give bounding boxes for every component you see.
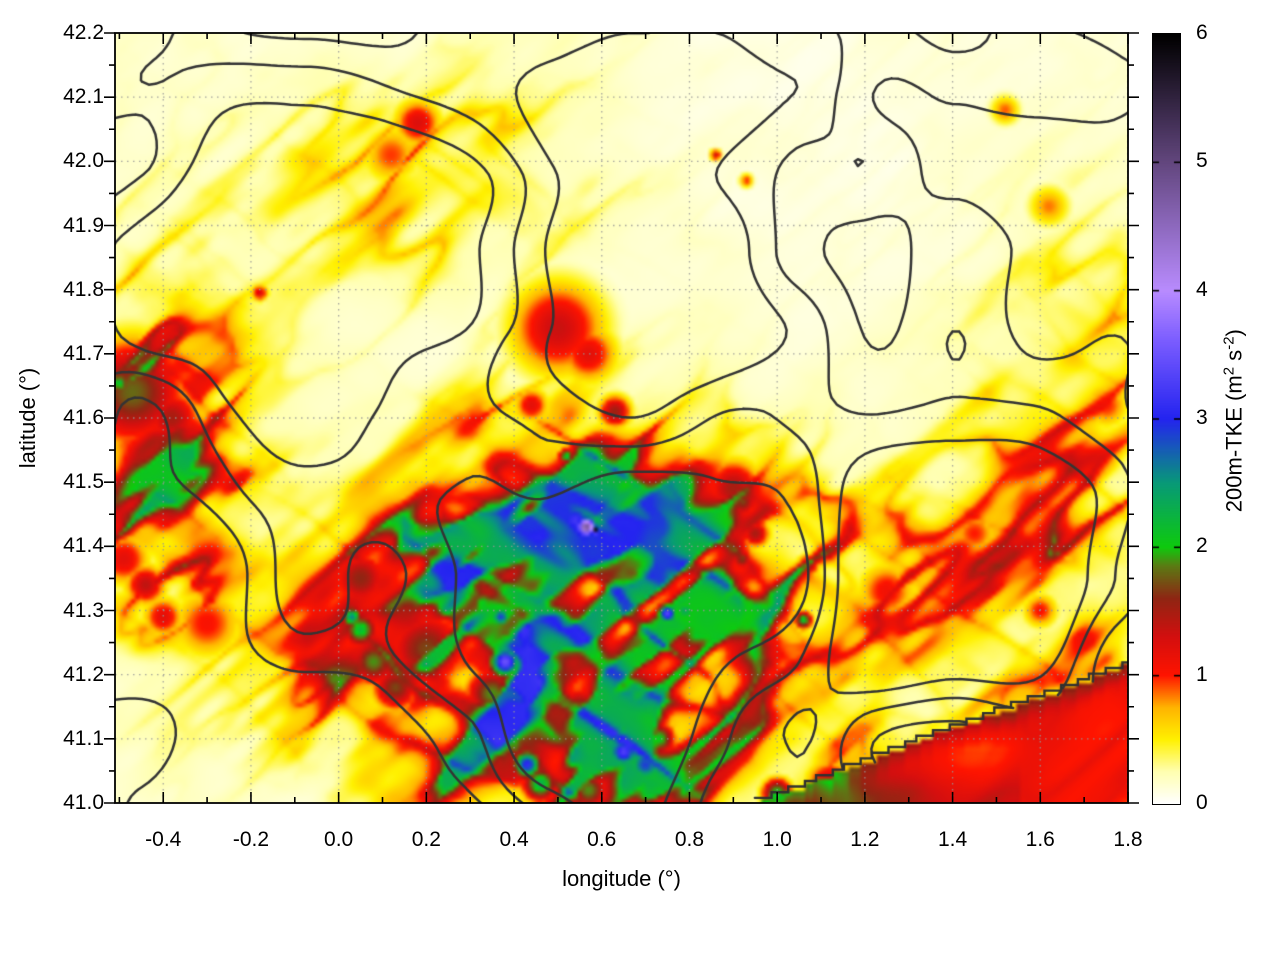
- x-tick-label: 1.8: [1113, 828, 1143, 851]
- y-tick-label: 41.8: [63, 277, 104, 301]
- colorbar-tick-label: 0: [1196, 791, 1208, 814]
- colorbar-title: 200m-TKE (m2 s-2): [1220, 329, 1247, 513]
- colorbar-tick-label: 4: [1196, 277, 1208, 301]
- y-tick-label: 42.1: [63, 85, 104, 109]
- y-tick-label: 42.0: [63, 149, 104, 173]
- x-axis-title: longitude (°): [562, 866, 681, 891]
- colorbar-tick-label: 5: [1196, 149, 1208, 173]
- y-tick-label: 41.5: [63, 470, 104, 494]
- x-tick-label: 1.2: [850, 828, 880, 851]
- x-tick-label: 0.8: [674, 828, 705, 851]
- y-tick-label: 41.9: [63, 213, 104, 237]
- y-tick-label: 41.3: [63, 598, 104, 622]
- colorbar-tick-label: 1: [1196, 662, 1208, 686]
- colorbar-tick-label: 6: [1196, 21, 1208, 44]
- heatmap-canvas: [115, 33, 1128, 803]
- y-tick-label: 41.2: [63, 662, 104, 686]
- x-tick-label: 1.4: [937, 828, 968, 851]
- y-tick-label: 41.4: [63, 534, 104, 558]
- y-tick-label: 41.7: [63, 341, 104, 365]
- x-tick-label: 1.0: [762, 828, 792, 851]
- y-axis-title: latitude (°): [15, 367, 40, 469]
- x-tick-label: -0.4: [145, 828, 182, 851]
- colorbar-tick-label: 2: [1196, 534, 1208, 558]
- y-tick-label: 41.6: [63, 406, 104, 429]
- colorbar: [1152, 33, 1181, 805]
- y-tick-label: 41.0: [63, 791, 104, 814]
- x-tick-label: -0.2: [232, 828, 270, 851]
- x-tick-label: 0.6: [587, 828, 617, 851]
- x-tick-label: 0.2: [411, 828, 441, 851]
- y-tick-label: 41.1: [63, 726, 104, 750]
- y-tick-label: 42.2: [63, 21, 104, 44]
- x-tick-label: 1.6: [1025, 828, 1055, 851]
- x-tick-label: 0.4: [499, 828, 529, 851]
- colorbar-tick-label: 3: [1196, 406, 1208, 429]
- x-tick-label: 0.0: [324, 828, 354, 851]
